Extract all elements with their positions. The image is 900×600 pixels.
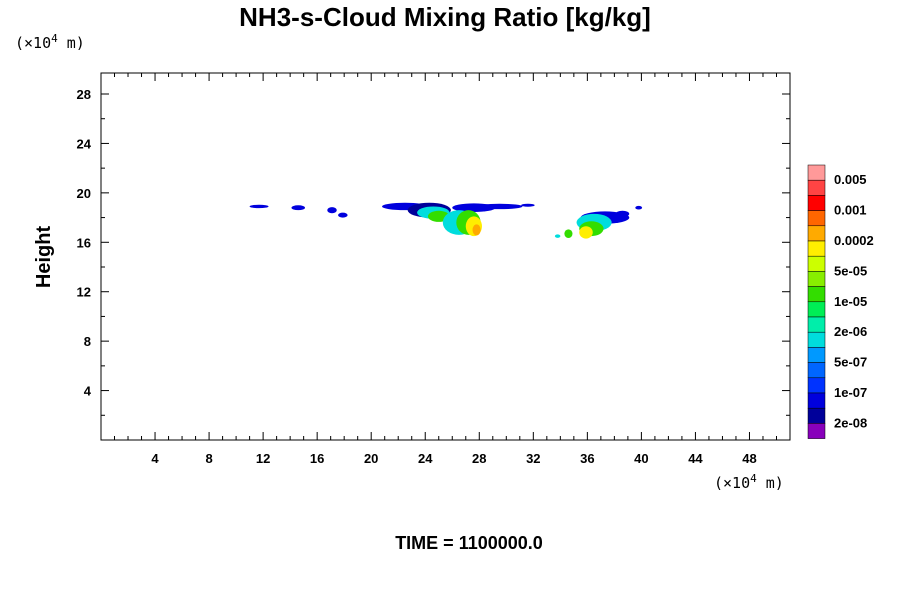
x-unit-exponent: 4 [750,472,757,485]
colorbar-swatch [807,164,826,181]
x-axis-ticks: 4 8 12 16 20 24 28 32 36 40 44 48 [114,73,777,466]
colorbar-swatch [807,392,826,409]
colorbar-label: 5e-05 [834,263,867,278]
cloud-contour [521,203,535,207]
colorbar-swatch [807,362,826,379]
y-unit-exponent: 4 [51,32,58,45]
x-tick-label: 8 [205,451,212,466]
y-tick-label: 8 [84,334,91,349]
y-axis-ticks: 4 8 12 16 20 24 28 [77,87,790,416]
y-tick-label: 20 [77,186,91,201]
y-tick-label: 28 [77,87,91,102]
cloud-contour [564,229,573,238]
colorbar-swatch [807,179,826,196]
x-tick-label: 40 [634,451,648,466]
colorbar-swatch [807,316,826,333]
colorbar-label: 0.001 [834,203,867,218]
y-tick-label: 4 [84,384,92,399]
colorbar-swatch [807,423,826,439]
cloud-contour [472,224,481,236]
colorbar-swatch [807,377,826,394]
x-tick-label: 48 [742,451,756,466]
x-tick-label: 4 [151,451,159,466]
cloud-contours [249,202,643,239]
time-label: TIME = 1100000.0 [395,533,543,553]
cloud-contour [554,234,561,238]
cloud-contour [579,226,593,239]
y-unit-label: (×104 m) [15,32,85,52]
chart-title: NH3-s-Cloud Mixing Ratio [kg/kg] [239,2,651,32]
colorbar-swatch [807,301,826,318]
colorbar-label: 2e-06 [834,324,867,339]
colorbar-swatch [807,271,826,287]
colorbar-swatch [807,407,826,424]
colorbar-swatch [807,331,826,348]
colorbar-swatch [807,240,826,257]
colorbar-label: 1e-05 [834,294,867,309]
y-tick-label: 24 [77,136,92,151]
colorbar-swatch [807,195,826,211]
cloud-contour [249,204,269,209]
colorbar-label: 0.005 [834,172,867,187]
x-tick-label: 44 [688,451,703,466]
x-unit-prefix: (×10 [714,474,750,492]
y-axis-title: Height [33,226,55,289]
cloud-contour [291,205,305,211]
x-unit-suffix: m) [757,474,784,492]
cloud-contour [615,210,630,217]
y-tick-label: 12 [77,285,91,300]
cloud-contour [476,203,523,210]
colorbar-swatch [807,255,826,272]
cloud-contour [338,212,348,218]
y-unit-prefix: (×10 [15,34,51,52]
plot-frame [100,72,791,441]
x-tick-label: 32 [526,451,540,466]
colorbar-label: 5e-07 [834,355,867,370]
cloud-contour [327,207,337,214]
x-tick-label: 36 [580,451,594,466]
x-tick-label: 24 [418,451,433,466]
x-tick-label: 28 [472,451,486,466]
y-unit-suffix: m) [58,34,85,52]
x-tick-label: 20 [364,451,378,466]
cloud-contour [635,205,643,210]
colorbar-label: 2e-08 [834,415,867,430]
colorbar-label: 0.0002 [834,233,874,248]
colorbar-label: 1e-07 [834,385,867,400]
colorbar: 0.005 0.001 0.0002 5e-05 1e-05 2e-06 5e-07 1e-0… [807,164,874,439]
colorbar-swatch [807,286,826,303]
x-unit-label: (×104 m) [714,472,784,492]
colorbar-swatch [807,210,826,227]
colorbar-swatch [807,225,826,242]
x-tick-label: 12 [256,451,270,466]
x-tick-label: 16 [310,451,324,466]
y-tick-label: 16 [77,235,91,250]
colorbar-swatch [807,347,826,363]
